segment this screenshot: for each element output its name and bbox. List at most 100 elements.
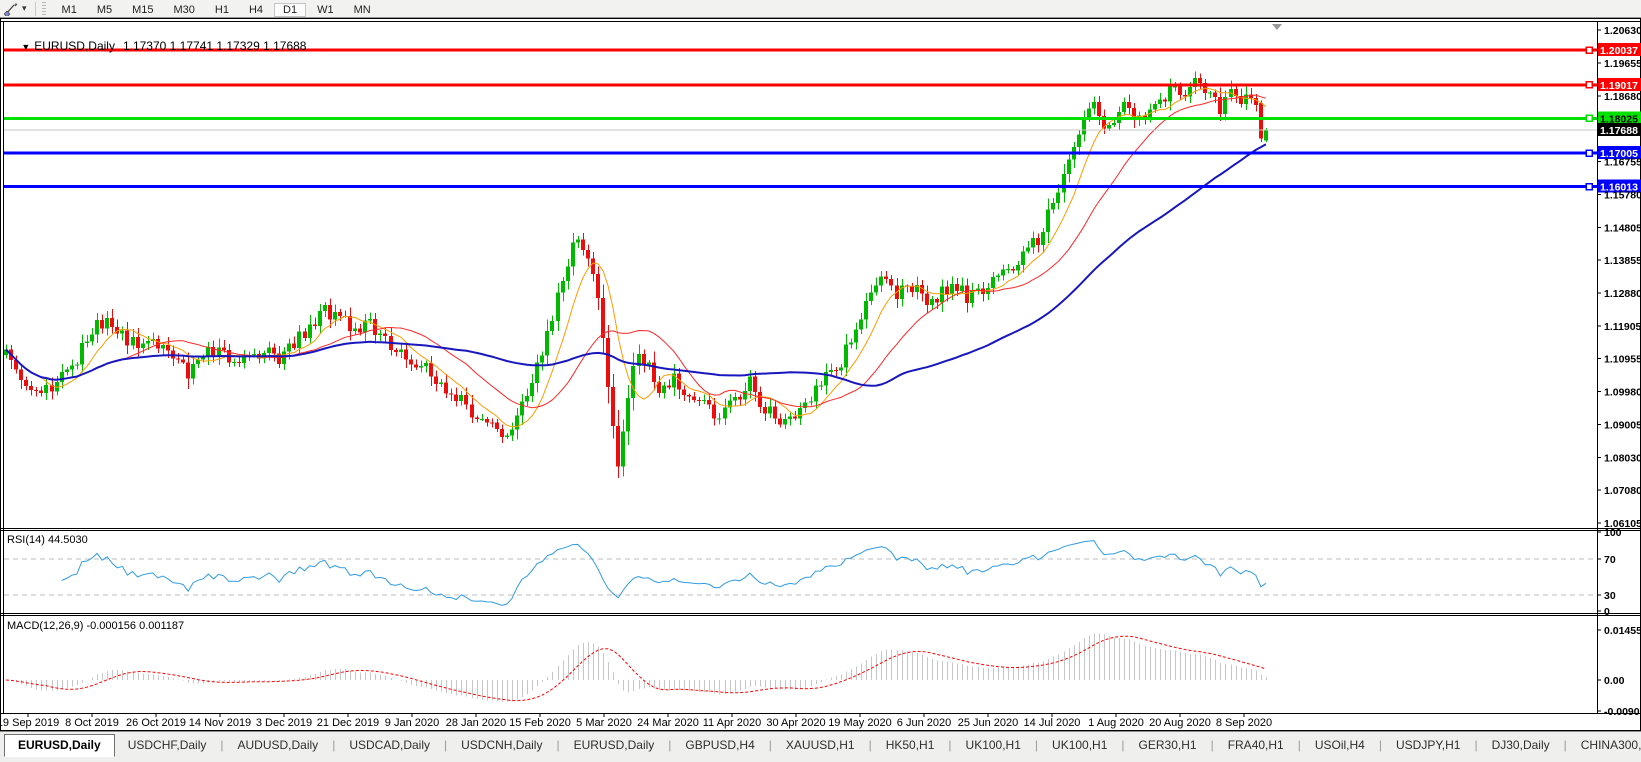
rsi-indicator-label: RSI(14) 44.5030 bbox=[7, 534, 88, 546]
toolbar-drag-handle[interactable] bbox=[41, 2, 46, 15]
moving-average-55 bbox=[5, 143, 1267, 387]
date-axis: 19 Sep 2019 8 Oct 2019 26 Oct 2019 14 Nov 2… bbox=[0, 714, 1272, 729]
chart-tab-usdchf-daily-1[interactable]: USDCHF,Daily bbox=[127, 738, 207, 752]
price-axis-tick: 1.20630 bbox=[1604, 25, 1641, 37]
tab-separator: | bbox=[444, 738, 448, 752]
chart-shift-marker[interactable] bbox=[1272, 24, 1282, 30]
timeframe-button-h1[interactable]: H1 bbox=[214, 3, 229, 16]
chart-tab-ger30-h1-11[interactable]: GER30,H1 bbox=[1138, 738, 1197, 752]
macd-pane: 0.014556 0.00 -0.009001 bbox=[5, 625, 1641, 718]
price-line-handle[interactable] bbox=[1585, 149, 1593, 157]
chart-tab-eurusd-daily-0[interactable]: EURUSD,Daily bbox=[4, 734, 115, 757]
date-axis-tick: 19 May 2020 bbox=[828, 717, 892, 729]
date-axis-tick: 30 Apr 2020 bbox=[766, 717, 825, 729]
price-line-handle[interactable] bbox=[1585, 46, 1593, 54]
timeframe-toolbar: M1 M5 M15 M30 H1 H4 D1 W1 MN bbox=[52, 0, 381, 18]
chart-title: ▼ EURUSD,Daily 1.17370 1.17741 1.17329 1.1… bbox=[8, 25, 306, 67]
date-axis-tick: 1 Aug 2020 bbox=[1088, 717, 1144, 729]
price-label-box bbox=[1598, 122, 1641, 136]
macd-indicator-label: MACD(12,26,9) -0.000156 0.001187 bbox=[7, 620, 185, 632]
price-line-handle[interactable] bbox=[1585, 182, 1593, 191]
macd-histogram bbox=[11, 633, 1267, 703]
date-axis-tick: 28 Jan 2020 bbox=[446, 717, 507, 729]
chart-window: 1.20037 1.19017 1.18025 1.17688 1.17005 1.160… bbox=[0, 18, 1641, 731]
chart-tab-xauusd-h1-7[interactable]: XAUUSD,H1 bbox=[785, 738, 855, 752]
price-axis-tick: 1.12880 bbox=[1604, 288, 1641, 300]
price-axis-tick: 1.16755 bbox=[1604, 157, 1641, 169]
chart-tab-eurusd-daily-5[interactable]: EURUSD,Daily bbox=[573, 738, 655, 752]
macd-axis-tick: 0.00 bbox=[1604, 675, 1625, 687]
price-line-1-17005[interactable]: 1.17005 bbox=[4, 146, 1641, 160]
date-axis-tick: 15 Feb 2020 bbox=[509, 717, 571, 729]
date-axis-tick: 14 Nov 2019 bbox=[189, 717, 251, 729]
rsi-line bbox=[61, 540, 1267, 606]
chart-menu-triangle-icon[interactable]: ▼ bbox=[21, 42, 31, 52]
timeframe-button-mn[interactable]: MN bbox=[353, 3, 371, 16]
tab-separator: | bbox=[332, 738, 336, 752]
chart-tab-china300-h1-16[interactable]: CHINA300,H1 bbox=[1580, 738, 1641, 752]
chart-tab-uk100-h1-9[interactable]: UK100,H1 bbox=[965, 738, 1021, 752]
date-axis-tick: 19 Sep 2019 bbox=[0, 717, 59, 729]
annotation-tool-button[interactable]: ▾ bbox=[0, 2, 31, 16]
timeframe-button-m5[interactable]: M5 bbox=[96, 3, 113, 16]
tab-separator: | bbox=[1297, 738, 1301, 752]
price-label-box bbox=[1598, 146, 1641, 160]
toolbar-separator bbox=[34, 1, 36, 16]
chart-tab-usoil-h4-13[interactable]: USOil,H4 bbox=[1314, 738, 1365, 752]
macd-axis-tick: -0.009001 bbox=[1604, 706, 1641, 718]
window-frame bbox=[0, 18, 1641, 731]
price-axis-tick: 1.08030 bbox=[1604, 453, 1641, 465]
rsi-pane: 100 70 30 0 bbox=[4, 527, 1622, 618]
date-axis-tick: 20 Aug 2020 bbox=[1149, 717, 1211, 729]
date-axis-tick: 14 Jul 2020 bbox=[1024, 717, 1081, 729]
tab-separator: | bbox=[1210, 738, 1214, 752]
moving-average-8 bbox=[5, 87, 1267, 428]
date-axis-tick: 11 Apr 2020 bbox=[703, 717, 762, 729]
macd-axis-tick: 0.014556 bbox=[1604, 625, 1641, 637]
toolbar: ▾ M1 M5 M15 M30 H1 H4 D1 W1 MN bbox=[0, 0, 1641, 18]
timeframe-button-m1[interactable]: M1 bbox=[61, 3, 77, 16]
tab-separator: | bbox=[556, 738, 560, 752]
price-axis-tick: 1.13855 bbox=[1604, 255, 1641, 267]
tab-separator: | bbox=[868, 738, 872, 752]
tab-separator: | bbox=[1378, 738, 1382, 752]
chart-tab-hk50-h1-8[interactable]: HK50,H1 bbox=[885, 738, 935, 752]
date-axis-tick: 26 Oct 2019 bbox=[126, 717, 186, 729]
tab-separator: | bbox=[1034, 738, 1039, 752]
chart-tab-audusd-daily-2[interactable]: AUDUSD,Daily bbox=[237, 738, 319, 752]
price-label-text: 1.16013 bbox=[1600, 182, 1638, 194]
timeframe-button-m15[interactable]: M15 bbox=[132, 3, 154, 16]
date-axis-tick: 5 Mar 2020 bbox=[576, 717, 632, 729]
price-axis-tick: 1.09005 bbox=[1604, 420, 1641, 432]
timeframe-button-h4[interactable]: H4 bbox=[248, 3, 264, 16]
chart-tab-bar: EURUSD,Daily USDCHF,Daily | AUDUSD,Daily | US… bbox=[0, 731, 1641, 762]
timeframe-button-w1[interactable]: W1 bbox=[317, 3, 334, 16]
timeframe-button-d1[interactable]: D1 bbox=[274, 2, 307, 17]
rsi-axis-tick: 0 bbox=[1604, 606, 1610, 618]
date-axis-tick: 21 Dec 2019 bbox=[317, 717, 379, 729]
price-line-handle[interactable] bbox=[1585, 81, 1593, 89]
price-axis-tick: 1.18680 bbox=[1604, 91, 1641, 103]
date-axis-tick: 6 Jun 2020 bbox=[897, 717, 951, 729]
price-label-box bbox=[1598, 179, 1641, 193]
timeframe-button-m30[interactable]: M30 bbox=[173, 3, 195, 16]
chart-tab-fra40-h1-12[interactable]: FRA40,H1 bbox=[1227, 738, 1284, 752]
chart-tab-usdcad-daily-3[interactable]: USDCAD,Daily bbox=[349, 738, 430, 752]
price-line-1-20037[interactable]: 1.20037 bbox=[4, 43, 1641, 57]
price-axis-tick: 1.14805 bbox=[1604, 223, 1641, 235]
chart-tab-uk100-h1-10[interactable]: UK100,H1 bbox=[1052, 738, 1108, 752]
price-line-1-18025[interactable]: 1.18025 bbox=[4, 111, 1641, 125]
chart-tab-dj30-daily-15[interactable]: DJ30,Daily bbox=[1491, 738, 1550, 752]
price-line-1-19017[interactable]: 1.19017 bbox=[4, 77, 1641, 92]
price-line-handle[interactable] bbox=[1585, 114, 1593, 123]
price-axis-tick: 1.06105 bbox=[1604, 518, 1641, 530]
price-label-box bbox=[1598, 43, 1641, 57]
price-line-1-16013[interactable]: 1.16013 bbox=[4, 179, 1641, 194]
chart-tab-gbpusd-h4-6[interactable]: GBPUSD,H4 bbox=[685, 738, 755, 752]
price-label-box bbox=[1598, 77, 1641, 91]
chart-tab-usdcnh-daily-4[interactable]: USDCNH,Daily bbox=[461, 738, 543, 752]
chart-tab-usdjpy-h1-14[interactable]: USDJPY,H1 bbox=[1395, 738, 1461, 752]
